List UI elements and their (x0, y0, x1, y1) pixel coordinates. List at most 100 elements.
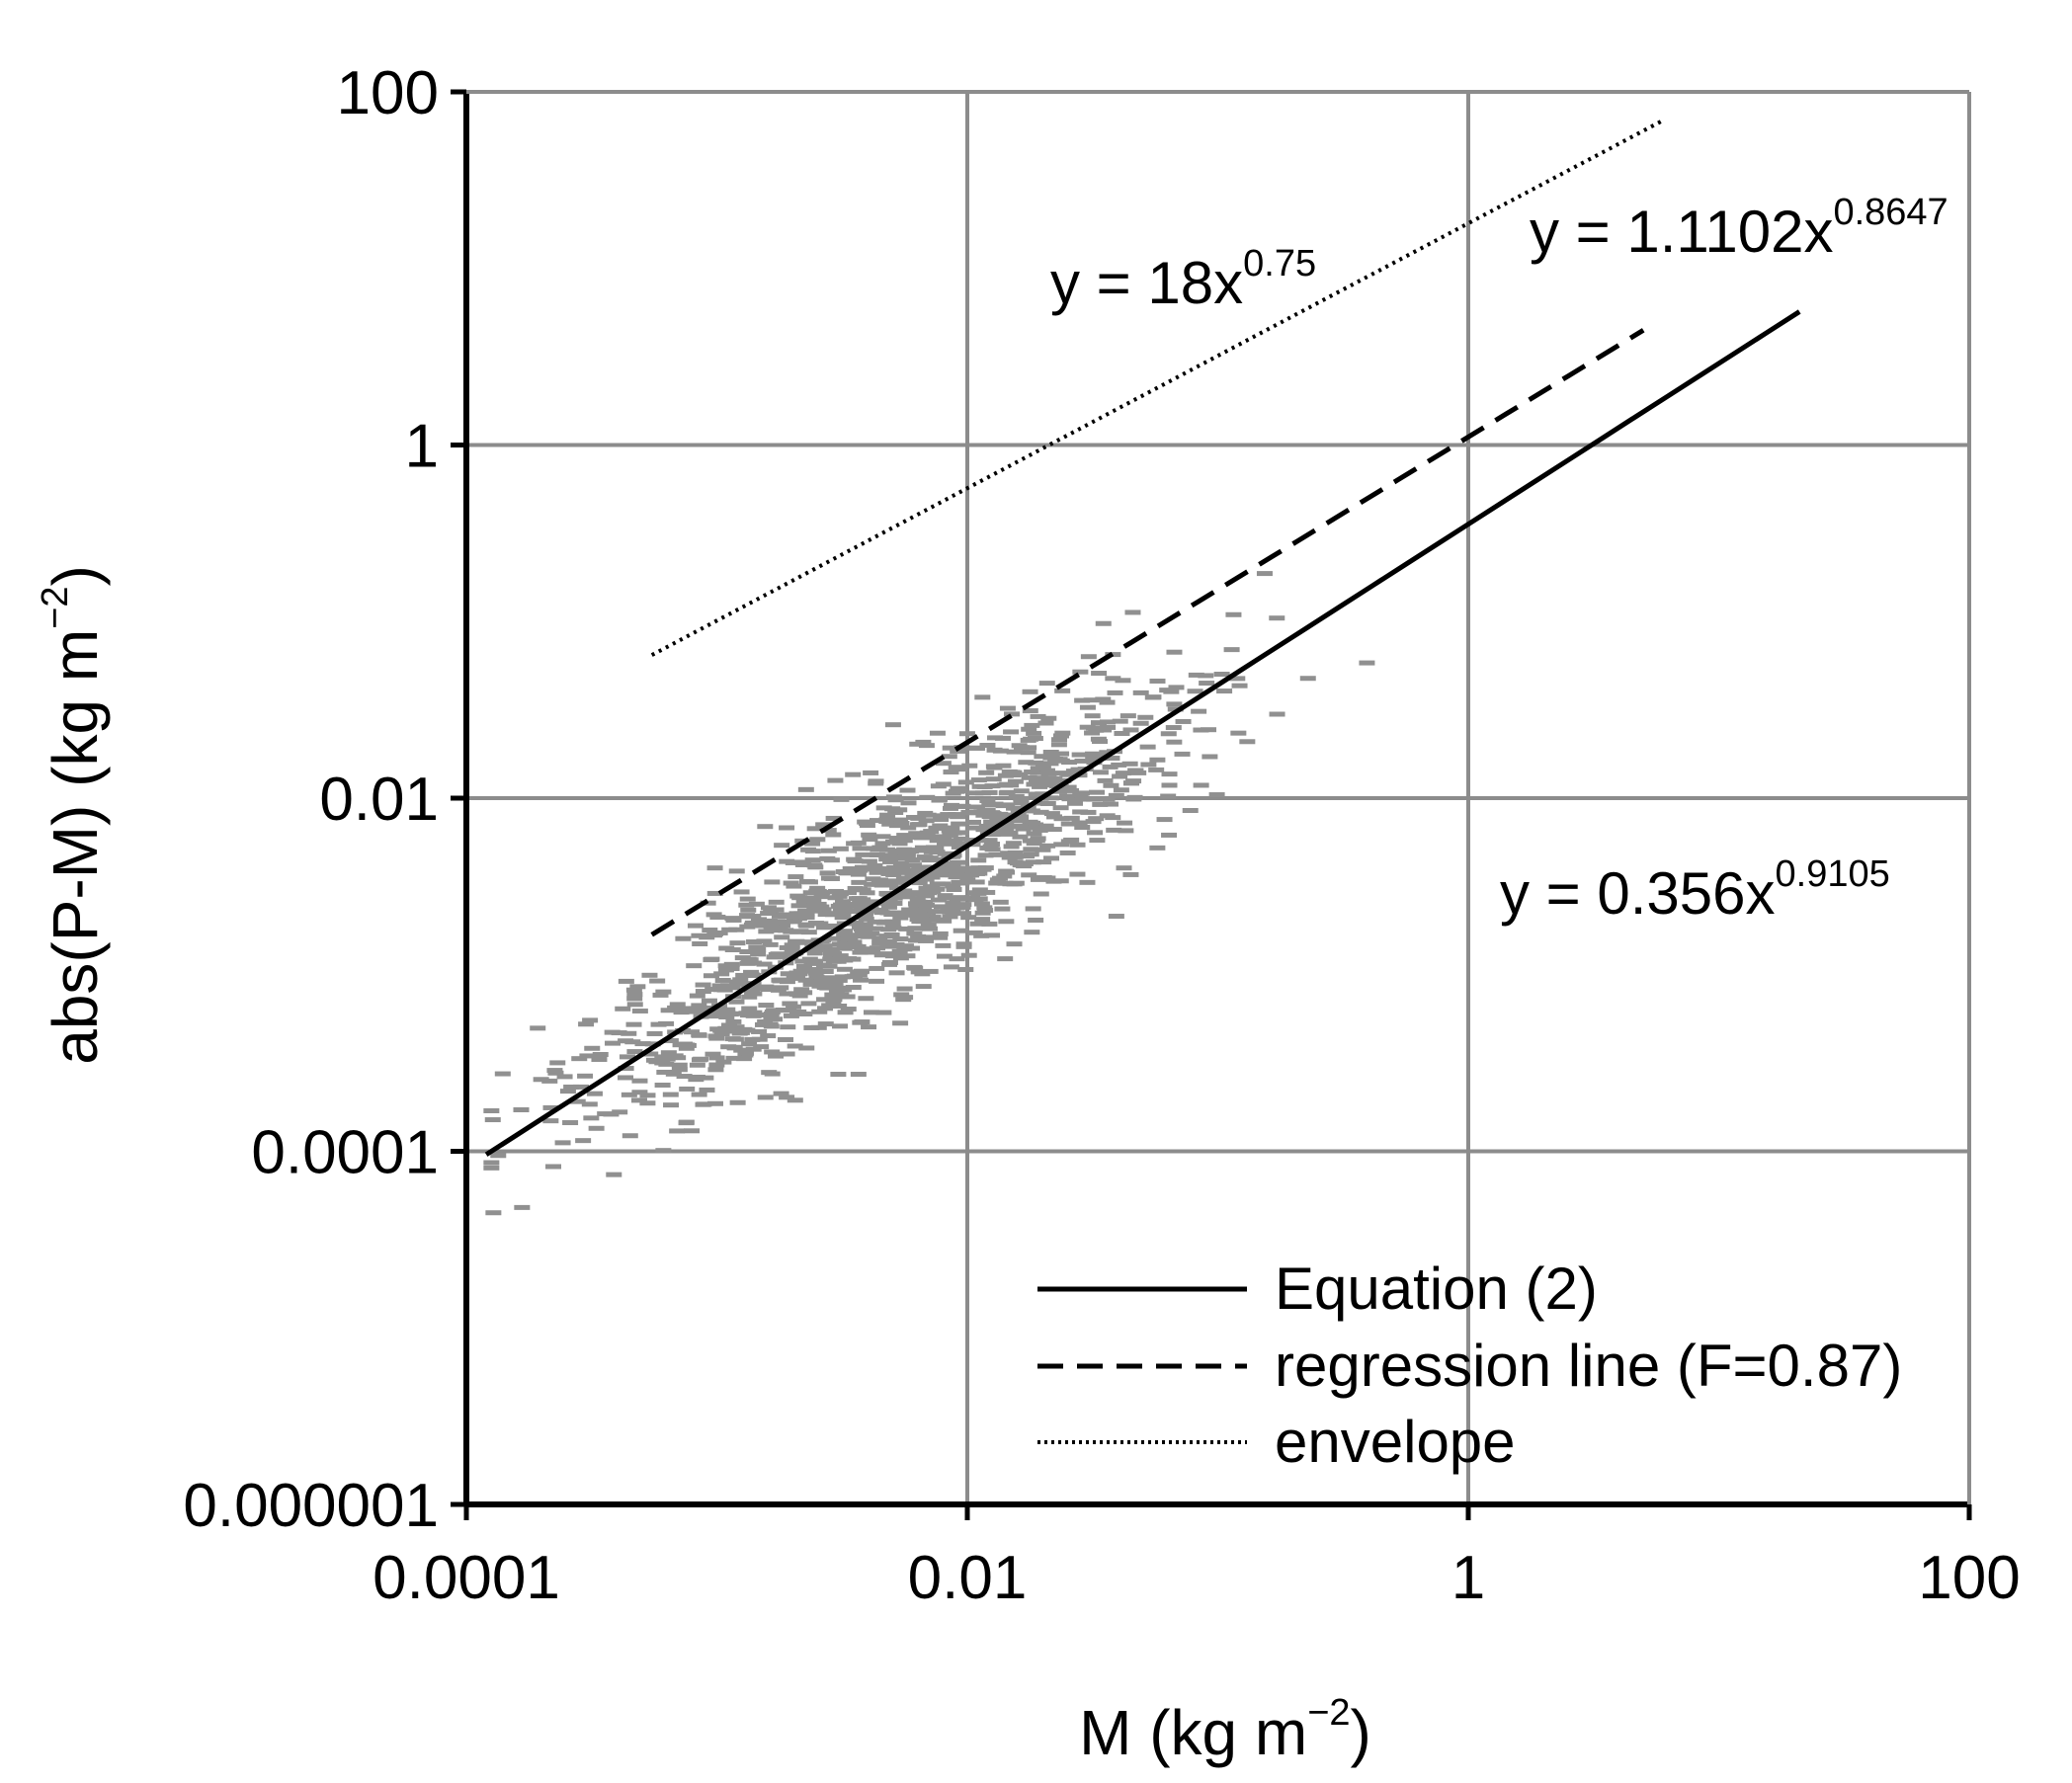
data-point (766, 1008, 783, 1013)
data-point (1099, 699, 1116, 705)
data-point (899, 953, 916, 959)
data-point (1099, 813, 1116, 819)
data-point (871, 935, 888, 941)
data-point (1122, 727, 1139, 733)
data-point (578, 1021, 595, 1027)
data-point (1016, 863, 1033, 869)
data-point (885, 794, 902, 800)
data-point (1079, 879, 1096, 885)
data-point (899, 787, 916, 793)
data-point (735, 972, 752, 978)
data-point (738, 1050, 755, 1056)
data-point (920, 922, 937, 928)
data-point (870, 847, 886, 852)
data-point (973, 901, 990, 907)
data-point (942, 914, 958, 920)
data-point (795, 963, 812, 969)
data-point (840, 1007, 857, 1013)
x-tick-label: 0.01 (908, 1544, 1028, 1612)
data-point (705, 912, 722, 918)
data-point (678, 1120, 695, 1126)
data-point (905, 890, 922, 896)
data-point (876, 920, 893, 926)
data-point (760, 911, 777, 917)
data-point (1007, 850, 1024, 855)
data-point (824, 975, 841, 981)
data-point (1121, 761, 1138, 767)
data-point (1035, 765, 1051, 770)
data-point (969, 921, 986, 927)
data-point (828, 888, 845, 894)
data-point (803, 1024, 820, 1030)
data-point (932, 931, 949, 936)
data-point (932, 934, 949, 940)
data-point (1108, 792, 1124, 798)
data-point (725, 1055, 742, 1061)
data-point (892, 817, 909, 823)
data-point (998, 826, 1015, 832)
data-point (802, 890, 819, 896)
data-point (571, 1056, 588, 1062)
data-point (1033, 809, 1049, 815)
data-point (1100, 724, 1117, 730)
data-point (1117, 820, 1133, 826)
data-point (650, 1021, 667, 1027)
data-point (812, 943, 829, 949)
data-point (865, 908, 881, 914)
data-point (948, 765, 964, 770)
data-point (795, 899, 812, 905)
data-point (1132, 720, 1149, 726)
data-point (857, 929, 873, 934)
data-point (919, 794, 936, 800)
data-point (985, 823, 1002, 829)
data-point (582, 1017, 599, 1023)
data-point (834, 974, 851, 980)
data-point (797, 908, 814, 914)
data-point (848, 920, 865, 926)
data-point (1059, 793, 1076, 799)
data-point (935, 761, 952, 767)
data-point (916, 893, 933, 899)
data-point (779, 825, 795, 831)
data-point (1112, 773, 1128, 779)
data-point (880, 904, 897, 910)
data-point (1191, 708, 1207, 714)
data-point (930, 897, 947, 903)
data-point (675, 935, 692, 941)
data-point (630, 1097, 647, 1103)
data-point (588, 1125, 605, 1131)
data-point (954, 803, 971, 809)
legend: Equation (2) regression line (F=0.87) en… (1037, 1256, 1902, 1475)
data-point (702, 928, 718, 933)
data-point (754, 1021, 771, 1027)
data-point (656, 1069, 673, 1075)
data-point (841, 890, 858, 896)
data-point (1074, 796, 1091, 802)
data-point (708, 1062, 725, 1068)
data-point (1148, 767, 1165, 772)
data-point (706, 1100, 723, 1106)
data-point (817, 912, 834, 918)
data-point (1102, 764, 1119, 770)
data-point (774, 934, 790, 940)
data-point (1090, 720, 1107, 726)
data-point (985, 811, 1002, 817)
data-point (654, 1082, 671, 1088)
data-point (1055, 777, 1072, 783)
data-point (974, 910, 991, 916)
data-point (861, 1024, 877, 1030)
data-point (900, 800, 917, 806)
data-point (933, 904, 950, 910)
equation-label-equation2: y = 0.356x0.9105 (1500, 853, 1890, 927)
data-point (603, 1111, 620, 1117)
data-point (778, 913, 794, 919)
data-point (808, 974, 825, 980)
data-point (655, 1148, 672, 1154)
data-point (1027, 736, 1043, 742)
data-point (768, 1053, 785, 1059)
data-point (1088, 727, 1105, 733)
data-point (1105, 652, 1121, 658)
data-point (929, 917, 946, 923)
data-point (813, 904, 830, 910)
data-point (1118, 828, 1134, 834)
